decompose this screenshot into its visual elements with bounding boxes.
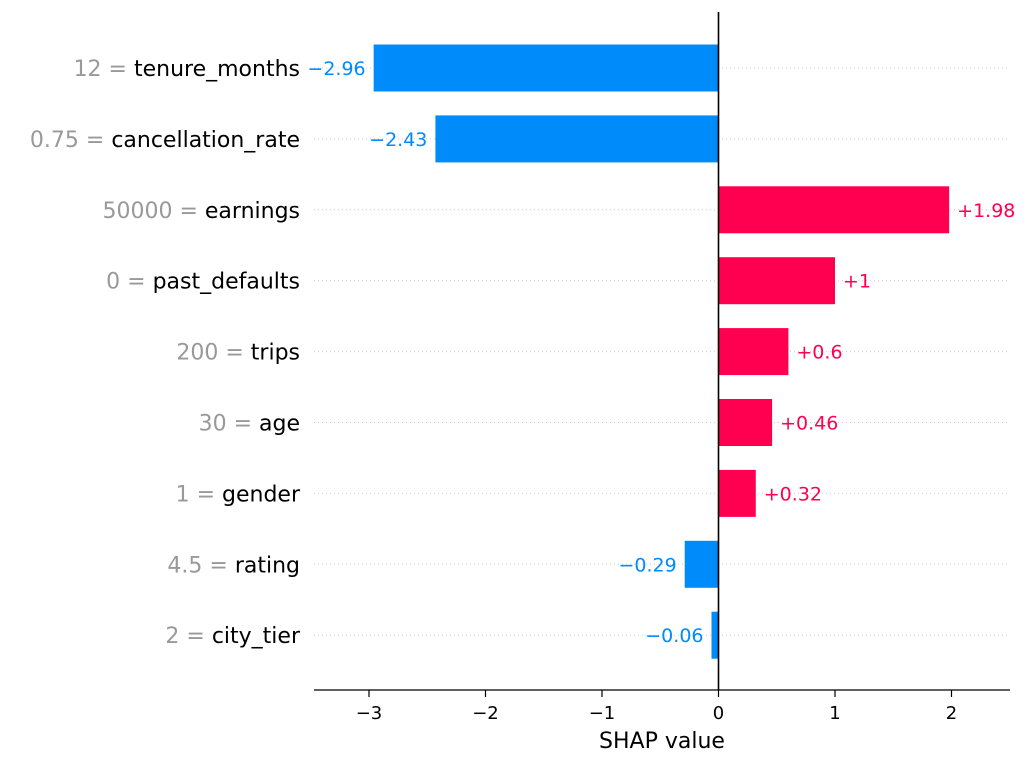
feature-label-cancellation_rate: 0.75 = cancellation_rate <box>30 128 300 153</box>
feature-name: age <box>259 412 300 437</box>
value-label-age: +0.46 <box>780 413 838 435</box>
feature-value: 200 = <box>176 341 250 366</box>
feature-value: 12 = <box>74 57 134 82</box>
feature-labels: 12 = tenure_months 0.75 = cancellation_ra… <box>30 57 301 649</box>
x-axis-label: SHAP value <box>599 729 725 754</box>
feature-name: trips <box>251 341 300 366</box>
feature-label-city_tier: 2 = city_tier <box>165 624 301 649</box>
x-ticks: −3 −2 −1 0 1 2 <box>356 690 957 724</box>
value-label-rating: −0.29 <box>618 554 676 576</box>
bar-value-labels: −2.96 −2.43 +1.98 +1 +0.6 +0.46 +0.32 −0.29 −0.0… <box>307 58 1015 647</box>
feature-label-rating: 4.5 = rating <box>167 553 300 578</box>
feature-label-tenure_months: 12 = tenure_months <box>74 57 300 82</box>
value-label-gender: +0.32 <box>764 483 822 505</box>
feature-name: gender <box>222 482 301 507</box>
x-axis: −3 −2 −1 0 1 2 SHAP value <box>314 689 1010 754</box>
value-label-past_defaults: +1 <box>843 271 871 293</box>
bar-city_tier <box>711 611 719 659</box>
feature-name: past_defaults <box>153 270 300 295</box>
x-tick-label: −3 <box>356 703 383 724</box>
feature-value: 50000 = <box>102 199 204 224</box>
feature-label-past_defaults: 0 = past_defaults <box>106 270 300 295</box>
value-label-tenure_months: −2.96 <box>307 58 365 80</box>
feature-value: 2 = <box>165 624 211 649</box>
feature-name: rating <box>235 553 300 578</box>
bar-earnings <box>718 186 950 234</box>
bar-trips <box>718 328 789 376</box>
bar-age <box>718 399 773 446</box>
feature-value: 0 = <box>106 270 152 295</box>
bar-tenure_months <box>373 44 719 92</box>
bar-gender <box>718 469 756 517</box>
x-tick-label: −1 <box>589 703 616 724</box>
feature-label-trips: 200 = trips <box>176 341 300 366</box>
bar-rating <box>684 540 719 588</box>
bar-cancellation_rate <box>435 115 719 163</box>
feature-name: earnings <box>205 199 300 224</box>
feature-name: city_tier <box>212 624 301 649</box>
feature-value: 30 = <box>199 412 259 437</box>
feature-value: 0.75 = <box>30 128 111 153</box>
feature-name: cancellation_rate <box>111 128 300 153</box>
x-tick-label: −2 <box>472 703 499 724</box>
bar-past_defaults <box>718 257 835 305</box>
bars <box>373 44 950 659</box>
feature-value: 4.5 = <box>167 553 234 578</box>
feature-name: tenure_months <box>134 57 300 82</box>
value-label-city_tier: −0.06 <box>645 625 703 647</box>
value-label-earnings: +1.98 <box>957 200 1015 222</box>
feature-label-age: 30 = age <box>199 412 300 437</box>
feature-label-gender: 1 = gender <box>176 482 301 507</box>
value-label-trips: +0.6 <box>796 342 842 364</box>
feature-label-earnings: 50000 = earnings <box>102 199 300 224</box>
x-tick-label: 2 <box>946 703 957 724</box>
x-tick-label: 0 <box>713 703 724 724</box>
x-tick-label: 1 <box>829 703 840 724</box>
value-label-cancellation_rate: −2.43 <box>369 129 427 151</box>
feature-value: 1 = <box>176 482 222 507</box>
row-guides <box>314 67 1010 636</box>
